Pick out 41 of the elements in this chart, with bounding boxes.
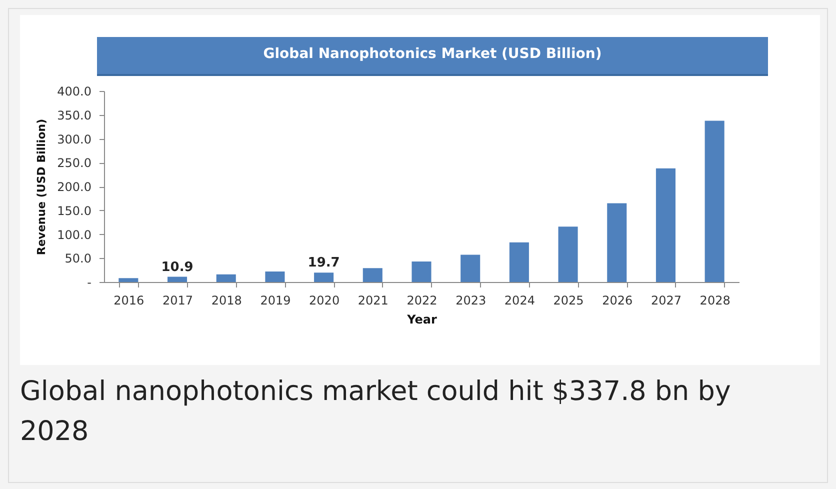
x-tick-label: 2022: [406, 294, 438, 308]
x-tick-label: 2026: [602, 294, 633, 308]
bar: [412, 261, 432, 282]
data-label: 19.7: [308, 256, 340, 271]
x-tick-label: 2023: [456, 294, 486, 308]
y-tick-label: 400.0: [57, 84, 92, 98]
data-label: 10.9: [161, 260, 194, 275]
y-tick-label: 350.0: [57, 108, 92, 122]
bar: [118, 278, 138, 282]
bar: [314, 272, 334, 282]
x-tick-label: 2027: [650, 294, 682, 308]
bar: [607, 203, 627, 282]
bar: [509, 242, 529, 282]
x-tick-label: 2018: [211, 294, 242, 308]
x-tick-label: 2019: [260, 294, 291, 308]
x-tick-label: 2025: [553, 294, 584, 308]
y-tick-label: 150.0: [57, 204, 92, 218]
x-tick-label: 2028: [700, 294, 730, 308]
bar: [704, 120, 724, 282]
text: Global nanophotonics market could hit $337.8 bn by 2028: [20, 375, 732, 449]
bar: [460, 254, 480, 282]
bar: [656, 168, 676, 282]
chart-title: Global Nanophotonics Market (USD Billion): [97, 37, 768, 76]
bar: [216, 274, 236, 282]
bar: [265, 271, 285, 282]
y-tick-label: 250.0: [57, 156, 92, 170]
x-axis-title: Year: [406, 312, 437, 326]
y-tick-label: -: [87, 276, 92, 290]
y-tick-label: 300.0: [57, 132, 92, 146]
x-tick-label: 2020: [309, 294, 340, 308]
x-tick-label: 2016: [114, 294, 144, 308]
bar: [168, 276, 188, 282]
x-tick-label: 2017: [162, 294, 194, 308]
y-axis-title: Revenue (USD Billion): [35, 118, 48, 256]
x-tick-label: 2021: [358, 294, 388, 308]
y-tick-label: 200.0: [57, 180, 92, 194]
y-tick-label: 50.0: [64, 252, 92, 266]
y-tick-label: 100.0: [57, 228, 92, 242]
bar: [558, 226, 578, 282]
x-tick-label: 2024: [504, 294, 535, 308]
bar: [362, 268, 382, 282]
